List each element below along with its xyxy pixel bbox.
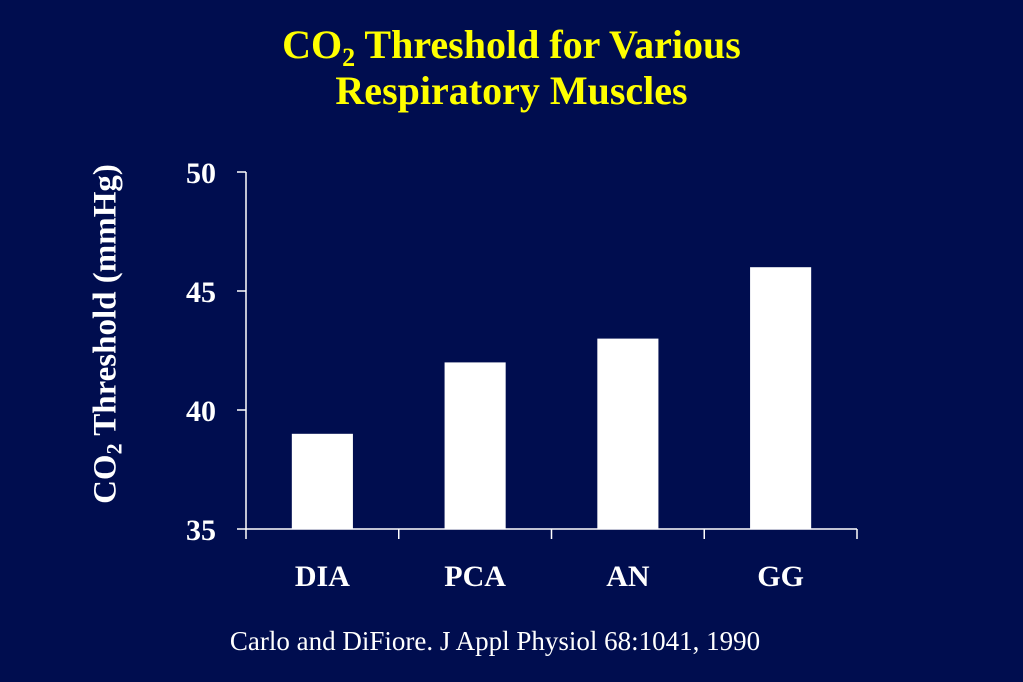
x-tick-label: DIA	[295, 560, 350, 593]
y-tick-label: 40	[186, 395, 216, 428]
bar	[444, 362, 506, 529]
x-tick-label: PCA	[444, 560, 506, 593]
title-subscript: 2	[342, 43, 356, 72]
title-suffix: Threshold for Various	[355, 22, 741, 67]
x-tick-label: GG	[757, 560, 804, 593]
y-tick-label: 50	[186, 157, 216, 190]
bar	[750, 267, 812, 529]
y-tick-label: 45	[186, 276, 216, 309]
y-tick-label: 35	[186, 514, 216, 547]
bar	[597, 338, 659, 529]
title-prefix: CO	[282, 22, 343, 67]
chart-title-line2: Respiratory Muscles	[335, 68, 688, 113]
citation: Carlo and DiFiore. J Appl Physiol 68:104…	[229, 626, 761, 656]
chart-title-line1: CO2 Threshold for Various	[0, 22, 1023, 71]
x-tick-label: AN	[606, 560, 650, 593]
chart-title: CO2 Threshold for Various Respiratory Mu…	[0, 22, 1023, 114]
bar	[291, 433, 353, 529]
